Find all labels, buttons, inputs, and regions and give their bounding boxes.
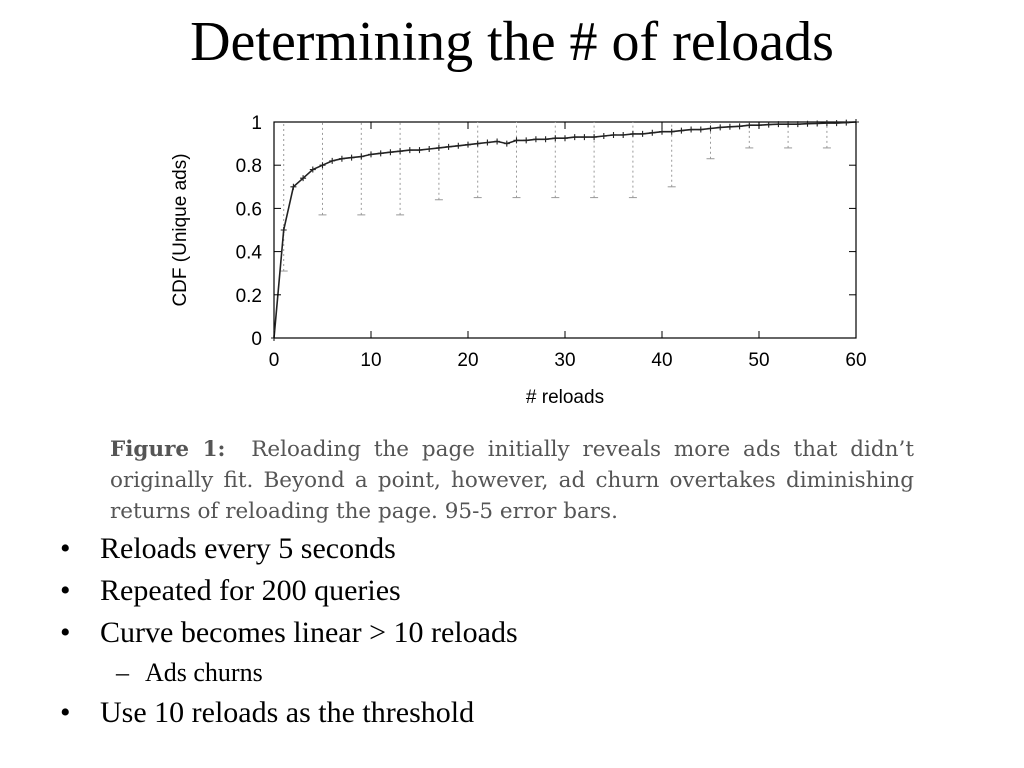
data-point — [406, 147, 413, 154]
data-point — [785, 121, 792, 128]
data-point — [280, 227, 287, 233]
x-tick-label: 50 — [748, 350, 769, 371]
y-tick-label: 0.2 — [236, 286, 262, 307]
data-point — [338, 155, 345, 162]
data-point — [542, 136, 549, 143]
data-point — [503, 140, 510, 147]
data-point — [833, 120, 840, 127]
data-point — [435, 144, 442, 151]
data-point — [804, 120, 811, 127]
data-point — [678, 127, 685, 134]
data-point — [620, 131, 627, 138]
data-point — [843, 119, 850, 126]
data-point — [726, 123, 733, 130]
data-point — [765, 121, 772, 128]
x-tick-label: 60 — [845, 350, 866, 371]
data-point — [484, 139, 491, 146]
data-point — [387, 149, 394, 156]
data-point — [591, 134, 598, 141]
sub-bullet-item: Ads churns — [60, 654, 960, 692]
x-tick-label: 30 — [554, 350, 575, 371]
data-point — [668, 128, 675, 135]
data-point — [290, 183, 297, 190]
y-tick-label: 0.4 — [236, 243, 263, 264]
data-point — [610, 131, 617, 138]
data-point — [494, 138, 501, 145]
series-markers — [271, 119, 859, 341]
x-tick-label: 20 — [457, 350, 478, 371]
data-point — [358, 153, 365, 160]
data-point — [562, 135, 568, 142]
data-point — [532, 136, 539, 143]
bullet-item: Curve becomes linear > 10 reloads — [60, 612, 960, 654]
data-point — [794, 121, 801, 128]
data-point — [814, 120, 821, 127]
data-point — [600, 133, 607, 140]
data-point — [775, 121, 782, 128]
bullet-item: Reloads every 5 seconds — [60, 528, 960, 570]
data-point — [581, 134, 588, 141]
data-point — [717, 124, 724, 131]
data-point — [348, 154, 355, 161]
data-point — [659, 128, 665, 135]
bullet-item: Repeated for 200 queries — [60, 570, 960, 612]
cdf-chart: 0 10 20 30 40 50 60 0 0.2 0.4 0.6 0.8 1 # reloads C… — [170, 113, 867, 408]
data-point — [513, 137, 520, 144]
x-axis-ticks: 0 10 20 30 40 50 60 — [269, 122, 867, 371]
data-point — [300, 175, 307, 182]
data-point — [445, 143, 452, 150]
data-point — [707, 125, 714, 132]
data-point — [552, 135, 559, 142]
data-point — [319, 162, 326, 169]
data-point — [329, 157, 336, 164]
bullet-item: Use 10 reloads as the threshold — [60, 692, 960, 734]
y-tick-label: 0 — [251, 329, 262, 350]
x-tick-label: 40 — [651, 350, 672, 371]
data-point — [697, 126, 704, 133]
data-point — [746, 122, 753, 129]
y-tick-label: 1 — [251, 113, 262, 134]
data-point — [629, 130, 636, 137]
data-point — [688, 126, 695, 133]
error-bars — [279, 122, 831, 272]
x-axis-label: # reloads — [526, 387, 604, 408]
x-tick-label: 10 — [360, 350, 381, 371]
data-point — [455, 142, 462, 149]
y-tick-label: 0.8 — [236, 156, 262, 177]
data-point — [377, 150, 384, 157]
y-axis-ticks: 0 0.2 0.4 0.6 0.8 1 — [236, 113, 856, 350]
data-point — [474, 140, 481, 147]
data-point — [416, 147, 423, 154]
y-axis-label: CDF (Unique ads) — [170, 153, 191, 306]
data-point — [571, 134, 578, 141]
slide-title: Determining the # of reloads — [190, 11, 834, 73]
data-point — [368, 151, 374, 158]
figure-caption: Figure 1: Reloading the page initially r… — [110, 434, 914, 527]
data-point — [397, 148, 404, 155]
data-point — [523, 137, 530, 144]
figure-label: Figure 1: — [110, 437, 226, 462]
data-point — [309, 166, 316, 173]
data-point — [465, 141, 471, 148]
data-point — [426, 146, 433, 152]
figure-caption-text: Reloading the page initially reveals mor… — [110, 437, 915, 524]
data-point — [649, 129, 656, 136]
data-point — [639, 130, 646, 137]
data-point — [823, 120, 830, 127]
y-tick-label: 0.6 — [236, 199, 262, 220]
data-point — [736, 123, 743, 130]
x-tick-label: 0 — [269, 350, 280, 371]
bullet-list: Reloads every 5 seconds Repeated for 200… — [60, 528, 960, 734]
